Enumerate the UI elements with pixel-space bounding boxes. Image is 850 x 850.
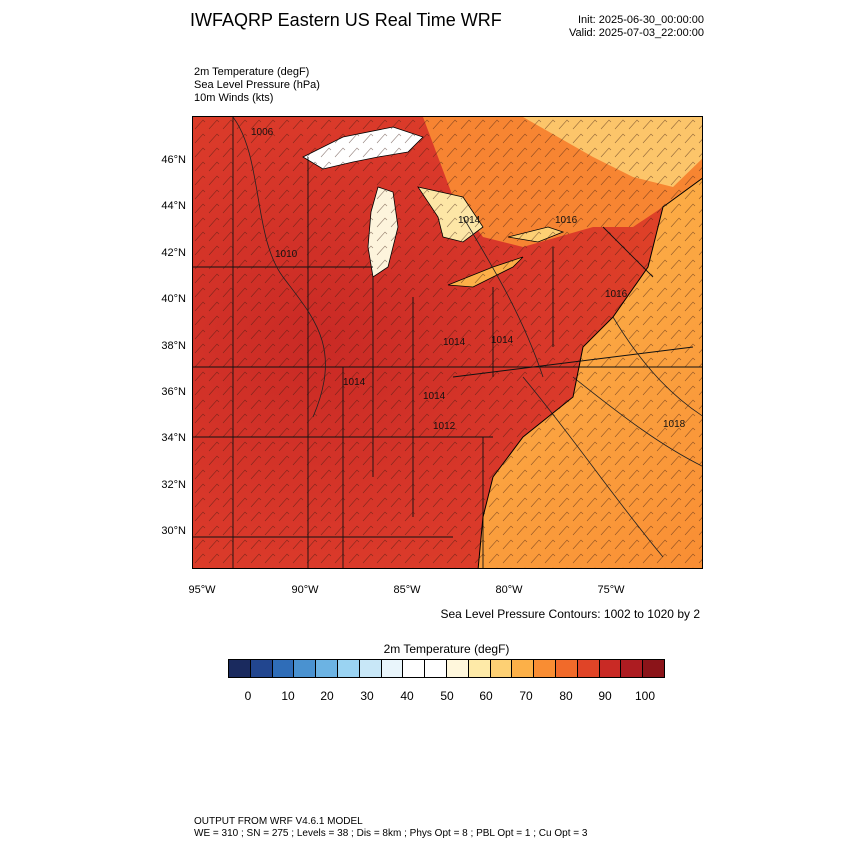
pressure-label: 1016 xyxy=(605,289,628,300)
pressure-label: 1014 xyxy=(343,377,366,388)
colorbar-tick: 60 xyxy=(479,689,493,703)
lon-label: 90°W xyxy=(291,584,319,596)
colorbar-title: 2m Temperature (degF) xyxy=(383,642,510,656)
colorbar-segment xyxy=(337,660,360,677)
field-label-pressure: Sea Level Pressure (hPa) xyxy=(194,79,320,91)
pressure-label: 1010 xyxy=(275,249,298,260)
pressure-label: 1014 xyxy=(491,335,514,346)
lat-label: 38°N xyxy=(161,340,186,352)
colorbar-tick: 50 xyxy=(440,689,454,703)
colorbar-segment xyxy=(490,660,513,677)
colorbar-segment xyxy=(512,660,535,677)
lat-label: 36°N xyxy=(161,386,186,398)
field-label-temperature: 2m Temperature (degF) xyxy=(194,66,310,78)
footer-config: WE = 310 ; SN = 275 ; Levels = 38 ; Dis … xyxy=(194,828,588,839)
pressure-label: 1006 xyxy=(251,127,274,138)
lat-label: 42°N xyxy=(161,247,186,259)
footer-model: OUTPUT FROM WRF V4.6.1 MODEL xyxy=(194,816,363,827)
pressure-label: 1014 xyxy=(443,337,466,348)
colorbar-tick: 80 xyxy=(559,689,573,703)
lon-label: 75°W xyxy=(597,584,625,596)
colorbar-segment xyxy=(381,660,404,677)
colorbar-segment xyxy=(272,660,295,677)
state-boundaries xyxy=(193,117,702,568)
colorbar-segment xyxy=(468,660,491,677)
lat-label: 34°N xyxy=(161,432,186,444)
init-time: Init: 2025-06-30_00:00:00 xyxy=(578,14,704,26)
pressure-label: 1014 xyxy=(458,215,481,226)
pressure-label: 1014 xyxy=(423,391,446,402)
lat-label: 32°N xyxy=(161,479,186,491)
lon-label: 95°W xyxy=(188,584,216,596)
colorbar-tick: 90 xyxy=(598,689,612,703)
lat-label: 46°N xyxy=(161,154,186,166)
colorbar-segment xyxy=(316,660,338,677)
lat-label: 44°N xyxy=(161,200,186,212)
pressure-contours xyxy=(232,117,702,558)
field-label-winds: 10m Winds (kts) xyxy=(194,92,274,104)
colorbar-segment xyxy=(294,660,317,677)
pressure-label: 1012 xyxy=(433,421,456,432)
wind-barbs xyxy=(193,117,702,568)
valid-time: Valid: 2025-07-03_22:00:00 xyxy=(569,27,704,39)
colorbar-tick: 40 xyxy=(400,689,414,703)
colorbar-segment xyxy=(555,660,578,677)
colorbar-segment xyxy=(621,660,644,677)
colorbar-segment xyxy=(577,660,600,677)
colorbar-tick: 30 xyxy=(360,689,374,703)
pressure-label: 1018 xyxy=(663,419,686,430)
colorbar-segment xyxy=(446,660,469,677)
colorbar-segment xyxy=(403,660,426,677)
colorbar-segment xyxy=(229,660,251,677)
temperature-map: 1006 1010 1014 1016 1014 1014 1014 1018 … xyxy=(193,117,702,568)
main-title: IWFAQRP Eastern US Real Time WRF xyxy=(190,10,502,30)
coastline xyxy=(477,177,702,568)
colorbar-tick: 10 xyxy=(281,689,295,703)
lat-label: 40°N xyxy=(161,293,186,305)
colorbar-segment xyxy=(359,660,382,677)
colorbar-tick: 20 xyxy=(320,689,334,703)
colorbar xyxy=(228,659,665,678)
colorbar-segment xyxy=(425,660,447,677)
colorbar-tick: 70 xyxy=(519,689,533,703)
colorbar-tick: 0 xyxy=(244,689,252,703)
colorbar-tick: 100 xyxy=(634,689,656,703)
colorbar-segment xyxy=(643,660,664,677)
pressure-label: 1016 xyxy=(555,215,578,226)
colorbar-segment xyxy=(250,660,273,677)
contour-note: Sea Level Pressure Contours: 1002 to 102… xyxy=(440,607,701,621)
lon-label: 80°W xyxy=(495,584,523,596)
lat-label: 30°N xyxy=(161,525,186,537)
map-panel: 1006 1010 1014 1016 1014 1014 1014 1018 … xyxy=(192,116,703,569)
colorbar-segment xyxy=(534,660,556,677)
colorbar-segment xyxy=(599,660,622,677)
lon-label: 85°W xyxy=(393,584,421,596)
